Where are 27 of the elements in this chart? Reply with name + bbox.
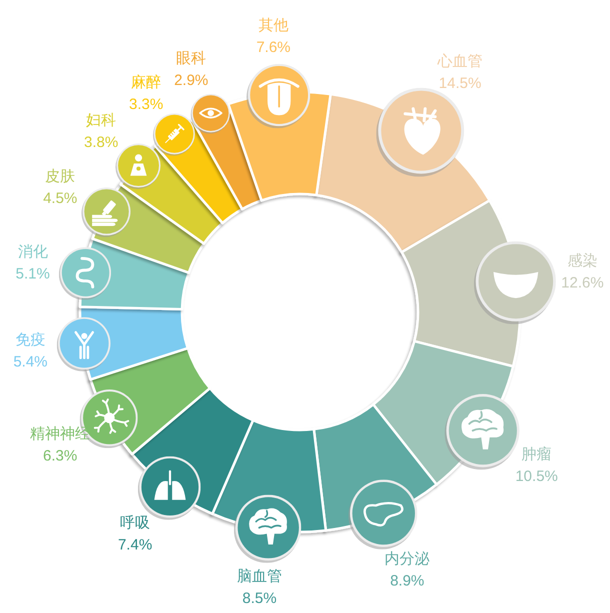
data-label: 12.6%: [561, 274, 604, 292]
data-label: 3.3%: [129, 96, 164, 114]
slice-label: 麻醉: [131, 74, 162, 92]
slice-label: 皮肤: [45, 168, 76, 185]
slice-label: 内分泌: [384, 550, 430, 568]
slice-label: 其他: [258, 16, 288, 34]
data-label: 7.6%: [256, 38, 291, 56]
data-label: 5.4%: [13, 354, 48, 371]
slice-label: 心血管: [436, 53, 483, 70]
slice-label: 感染: [567, 252, 598, 270]
data-label: 7.4%: [118, 536, 152, 554]
data-label: 10.5%: [515, 468, 558, 485]
slice-label: 呼吸: [120, 514, 150, 532]
slice-label: 妇科: [86, 112, 116, 130]
slice-label: 免疫: [15, 332, 46, 349]
data-label: 14.5%: [438, 75, 482, 92]
data-label: 8.9%: [390, 572, 424, 590]
data-label: 5.1%: [16, 265, 50, 282]
data-label: 4.5%: [43, 190, 78, 207]
slice-label: 肿瘤: [522, 446, 552, 463]
data-label: 3.8%: [84, 134, 118, 152]
data-label: 2.9%: [174, 72, 208, 89]
slice-label: 消化: [18, 243, 48, 260]
slice-label: 眼科: [176, 50, 206, 67]
slice-label: 脑血管: [237, 568, 282, 586]
data-label: 6.3%: [43, 448, 78, 465]
data-label: 8.5%: [242, 590, 277, 608]
